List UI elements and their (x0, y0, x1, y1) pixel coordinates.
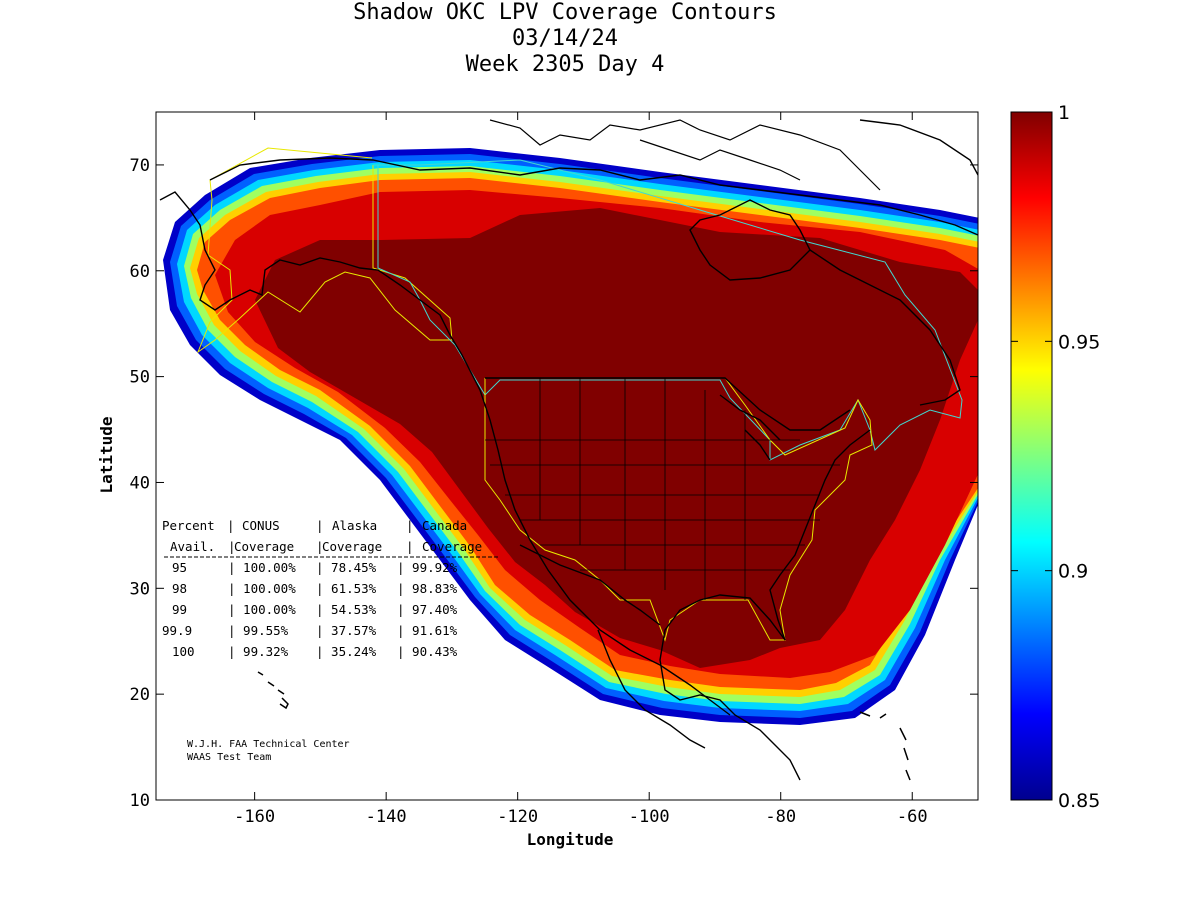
coastlines (159, 119, 978, 781)
coverage-contours (163, 148, 978, 725)
coast-arctic (209, 157, 978, 236)
x-ticks: -160 -140 -120 -100 -80 -60 (234, 112, 928, 827)
table-rows: 95 | 100.00% | 78.45% | 99.92% 98 | 100.00% | … (162, 560, 458, 659)
title-line-2: 03/14/24 (512, 26, 618, 51)
header-alaska: Alaska (332, 518, 377, 533)
title-line-3: Week 2305 Day 4 (465, 52, 665, 77)
conus-boundary (484, 377, 873, 642)
y-tick-label: 20 (130, 685, 150, 705)
colorbar-tick-label: 0.95 (1058, 331, 1100, 353)
y-tick-label: 30 (130, 579, 150, 599)
table-row: 95 | 100.00% | 78.45% | 99.92% (172, 560, 458, 575)
x-tick-label: -100 (629, 807, 670, 827)
coast-mexico-pacific (597, 629, 706, 749)
region-outlines (196, 147, 963, 642)
coast-alaska (159, 191, 451, 336)
contour-100 (255, 208, 978, 668)
table-row: 99.9 | 99.55% | 37.57% | 91.61% (162, 623, 458, 638)
canada-boundary (373, 159, 963, 461)
alaska-boundary (196, 147, 453, 354)
plot-frame (155, 111, 979, 801)
us-canada-border (485, 377, 851, 431)
title-line-1: Shadow OKC LPV Coverage Contours (353, 0, 777, 25)
y-tick-label: 50 (130, 368, 150, 388)
colorbar: 1 0.95 0.9 0.85 (1010, 102, 1100, 812)
x-axis-label: Longitude (527, 830, 614, 849)
state-lines (485, 378, 840, 600)
coast-atlantic (769, 429, 871, 641)
coverage-table: Percent | CONUS | Alaska | Canada Avail. |Cover… (162, 518, 498, 659)
us-mexico-border (519, 544, 661, 626)
colorbar-tick-label: 1 (1058, 102, 1070, 124)
y-ticks: 10 20 30 40 50 60 70 (130, 156, 978, 811)
coast-greenland (859, 119, 978, 176)
colorbar-gradient (1011, 112, 1052, 800)
y-tick-label: 60 (130, 262, 150, 282)
x-tick-label: -60 (897, 807, 928, 827)
table-row: 99 | 100.00% | 54.53% | 97.40% (172, 602, 458, 617)
x-tick-label: -140 (366, 807, 407, 827)
credit-line-1: W.J.H. FAA Technical Center (187, 739, 350, 750)
header-conus: CONUS (242, 518, 280, 533)
y-tick-label: 70 (130, 156, 150, 176)
islands (257, 671, 911, 781)
arctic-islands (489, 119, 881, 191)
y-axis-label: Latitude (97, 416, 116, 493)
x-tick-label: -160 (234, 807, 275, 827)
y-tick-label: 10 (130, 791, 150, 811)
x-tick-label: -80 (765, 807, 796, 827)
great-lakes (719, 394, 781, 461)
colorbar-ticks: 1 0.95 0.9 0.85 (1011, 102, 1100, 812)
header-canada: Canada (422, 518, 467, 533)
credit-line-2: WAAS Test Team (187, 752, 271, 763)
coast-hudson (689, 199, 811, 281)
coast-gulf (659, 594, 801, 781)
table-header-row-2: Avail. |Coverage |Coverage | Coverage (170, 539, 482, 554)
x-tick-label: -120 (497, 807, 538, 827)
table-row: 98 | 100.00% | 61.53% | 98.83% (172, 581, 458, 596)
colorbar-frame (1010, 111, 1053, 801)
header-percent: Percent (162, 518, 215, 533)
colorbar-tick-label: 0.9 (1058, 561, 1088, 583)
figure-title: Shadow OKC LPV Coverage Contours 03/14/2… (0, 0, 1130, 78)
table-row: 100 | 99.32% | 35.24% | 90.43% (172, 644, 458, 659)
colorbar-tick-label: 0.85 (1058, 790, 1100, 812)
coast-labrador (809, 249, 961, 406)
y-tick-label: 40 (130, 473, 150, 493)
table-header-row-1: Percent | CONUS | Alaska | Canada (162, 518, 467, 533)
